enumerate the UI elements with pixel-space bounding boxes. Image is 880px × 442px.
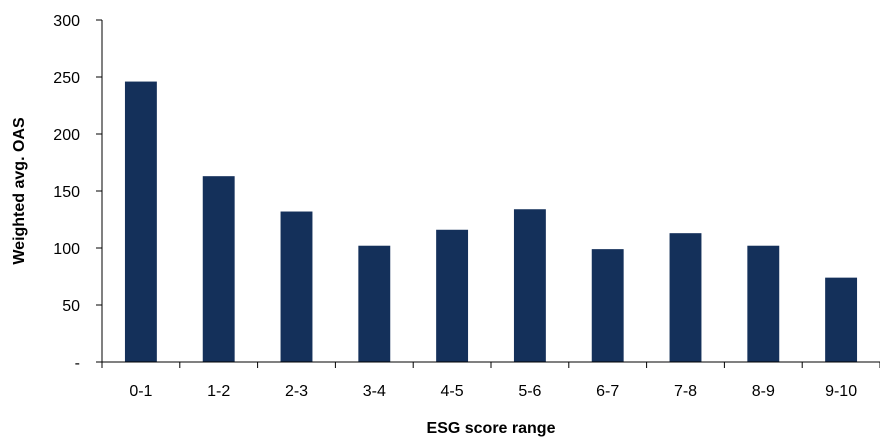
y-tick-label: 150 — [53, 184, 80, 201]
x-tick-label: 8-9 — [752, 383, 775, 400]
y-tick-label: 200 — [53, 127, 80, 144]
bar — [124, 81, 157, 362]
x-tick-label: 3-4 — [363, 383, 386, 400]
bar — [436, 229, 469, 362]
y-tick-label: - — [75, 355, 80, 372]
y-tick-label: 50 — [62, 298, 80, 315]
bar — [747, 245, 780, 362]
x-tick-label: 5-6 — [518, 383, 541, 400]
bar — [358, 245, 391, 362]
bar — [825, 277, 858, 362]
y-axis-title: Weighted avg. OAS — [11, 117, 28, 265]
y-ticks-group: - 50 100 150 200 250 300 — [53, 13, 102, 372]
bar — [669, 233, 702, 362]
bar — [513, 209, 546, 362]
y-tick-label: 100 — [53, 241, 80, 258]
x-axis-title: ESG score range — [427, 420, 556, 437]
bar — [202, 176, 235, 362]
bar — [591, 249, 624, 362]
bars-group — [124, 81, 858, 362]
y-tick-label: 300 — [53, 13, 80, 30]
x-tick-label: 1-2 — [207, 383, 230, 400]
x-tick-label: 0-1 — [129, 383, 152, 400]
x-tick-label: 7-8 — [674, 383, 697, 400]
x-tick-label: 2-3 — [285, 383, 308, 400]
x-tick-label: 6-7 — [596, 383, 619, 400]
x-ticks-group: 0-1 1-2 2-3 3-4 4-5 5-6 6-7 7-8 8-9 9-10 — [101, 362, 880, 400]
y-tick-label: 250 — [53, 70, 80, 87]
bar — [280, 211, 313, 362]
x-tick-label: 4-5 — [441, 383, 464, 400]
x-tick-label: 9-10 — [825, 383, 857, 400]
